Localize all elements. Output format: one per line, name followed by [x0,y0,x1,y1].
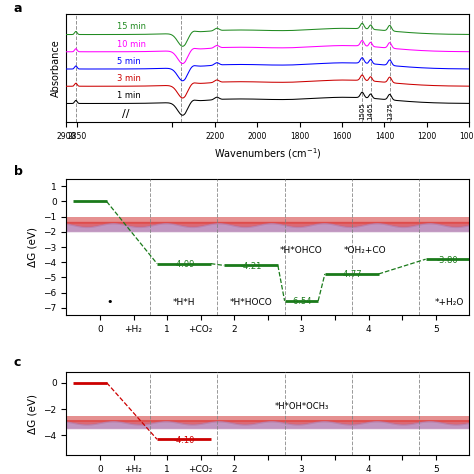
Bar [66,422,469,428]
Text: -4.10: -4.10 [173,436,194,445]
Text: 1 min: 1 min [117,91,141,100]
Text: 1505: 1505 [359,102,365,120]
Text: -4.77: -4.77 [341,271,363,280]
Text: *H*HOCO: *H*HOCO [229,298,273,307]
Text: *OH₂+CO: *OH₂+CO [344,246,386,255]
Text: b: b [14,164,23,178]
Text: //: // [122,109,129,119]
Text: 3 min: 3 min [117,74,141,83]
Text: *+H₂O: *+H₂O [435,298,464,307]
Text: a: a [14,2,22,15]
X-axis label: Wavenumbers (cm$^{-1}$): Wavenumbers (cm$^{-1}$) [214,146,322,161]
Y-axis label: Absorbance: Absorbance [51,39,61,97]
Text: -6.54: -6.54 [291,297,312,306]
Text: -4.09: -4.09 [173,260,194,269]
Text: 15 min: 15 min [117,22,146,31]
Bar [66,218,469,224]
Text: 5 min: 5 min [117,57,141,66]
Text: 1375: 1375 [387,102,393,120]
Text: 10 min: 10 min [117,40,146,49]
Text: -4.21: -4.21 [240,262,262,271]
Y-axis label: ΔG (eV): ΔG (eV) [28,393,38,434]
Text: *H*OH*OCH₃: *H*OH*OCH₃ [274,402,328,411]
Text: c: c [14,356,21,369]
Text: *H*OHCO: *H*OHCO [280,246,323,255]
Text: *H*H: *H*H [173,298,195,307]
Y-axis label: ΔG (eV): ΔG (eV) [28,227,38,267]
Bar [66,416,469,422]
Text: •: • [107,297,113,307]
Bar [66,224,469,231]
Text: 1465: 1465 [368,102,374,120]
Text: -3.80: -3.80 [437,255,458,264]
